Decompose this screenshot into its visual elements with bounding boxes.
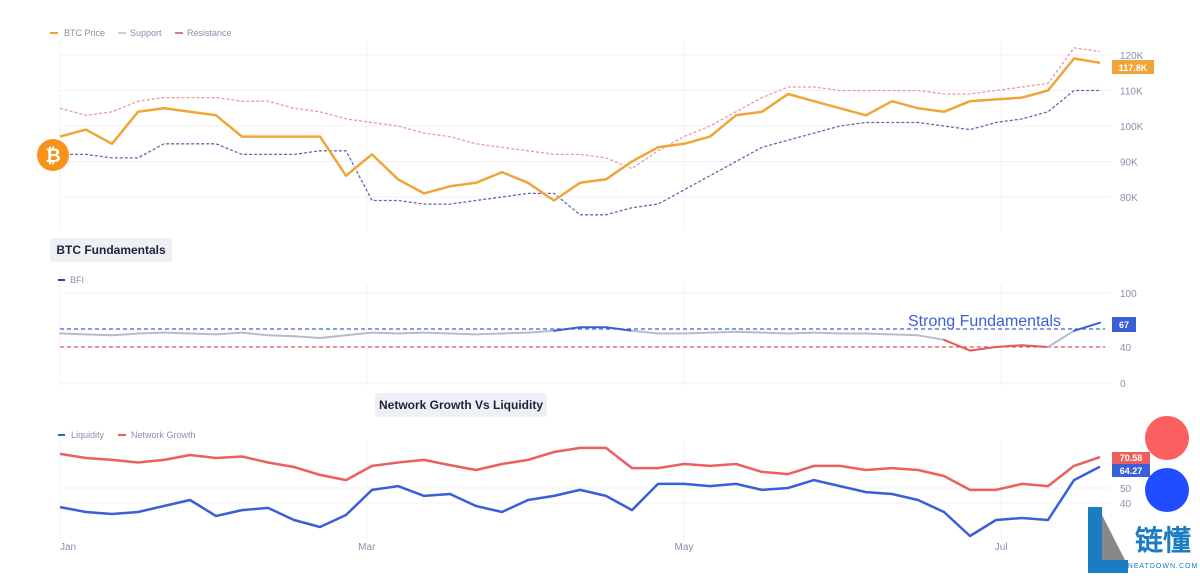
network-growth-last-tag: 70.58 bbox=[1112, 452, 1150, 464]
bfi-segment bbox=[865, 332, 893, 336]
network-growth-indicator-dot bbox=[1145, 416, 1189, 460]
price-last-tag: 117.8K bbox=[1112, 60, 1154, 74]
x-tick-label: Jan bbox=[60, 542, 76, 553]
bfi-segment bbox=[605, 326, 633, 332]
bfi-segment bbox=[969, 346, 997, 352]
bfi-segment bbox=[709, 330, 737, 334]
series-support bbox=[60, 89, 1100, 216]
bfi-segment bbox=[683, 331, 711, 335]
x-tick-label: Jul bbox=[995, 542, 1008, 553]
liquidity-last-value: 64.27 bbox=[1120, 466, 1143, 476]
legend-btc-price: BTC Price bbox=[64, 28, 105, 38]
bfi-segment bbox=[761, 331, 789, 335]
y-tick-label: 100K bbox=[1120, 122, 1144, 133]
bfi-segment bbox=[735, 330, 763, 334]
svg-text:₿: ₿ bbox=[45, 146, 60, 167]
bfi-segment bbox=[917, 334, 945, 341]
fundamentals-title: BTC Fundamentals bbox=[50, 238, 172, 262]
bfi-segment bbox=[371, 331, 399, 335]
y-tick-label: 40 bbox=[1120, 499, 1132, 510]
bfi-segment bbox=[995, 344, 1023, 348]
bfi-segment bbox=[1047, 329, 1075, 348]
legend-bfi: BFI bbox=[70, 275, 84, 285]
bfi-segment bbox=[163, 331, 191, 335]
strong-fundamentals-annotation: Strong Fundamentals bbox=[908, 313, 1061, 330]
bfi-segment bbox=[59, 332, 87, 336]
liquidity-indicator-dot bbox=[1145, 468, 1189, 512]
fundamentals-title-text: BTC Fundamentals bbox=[56, 243, 166, 257]
bfi-segment bbox=[267, 334, 295, 338]
bfi-legend: BFI bbox=[58, 275, 84, 285]
legend-resistance: Resistance bbox=[187, 28, 232, 38]
y-tick-label: 80K bbox=[1120, 193, 1138, 204]
legend-network-growth: Network Growth bbox=[131, 430, 196, 440]
y-tick-label: 110K bbox=[1120, 87, 1143, 98]
network-title: Network Growth Vs Liquidity bbox=[375, 393, 547, 417]
network-title-text: Network Growth Vs Liquidity bbox=[379, 398, 543, 412]
bfi-segment bbox=[111, 332, 139, 337]
legend-liquidity: Liquidity bbox=[71, 430, 105, 440]
price-last-value: 117.8K bbox=[1119, 63, 1148, 73]
price-legend: BTC Price Support Resistance bbox=[50, 28, 232, 38]
x-tick-label: Mar bbox=[358, 542, 376, 553]
y-tick-label: 120K bbox=[1120, 51, 1144, 62]
bfi-segment bbox=[631, 329, 659, 335]
bfi-segment bbox=[475, 332, 503, 336]
bfi-segment bbox=[397, 331, 425, 335]
bfi-segment bbox=[501, 331, 529, 335]
bfi-segment bbox=[189, 332, 217, 336]
bfi-segment bbox=[345, 331, 373, 337]
series-btc-price bbox=[59, 57, 1101, 202]
bfi-segment bbox=[423, 331, 451, 335]
x-tick-label: May bbox=[675, 542, 694, 553]
bfi-segment bbox=[553, 326, 581, 332]
legend-support: Support bbox=[130, 28, 162, 38]
network-growth-last-value: 70.58 bbox=[1120, 453, 1143, 463]
bfi-segment bbox=[1021, 344, 1049, 348]
y-tick-label: 90K bbox=[1120, 158, 1138, 169]
bfi-segment bbox=[813, 331, 841, 335]
bfi-segment bbox=[293, 335, 321, 339]
y-tick-label: 100 bbox=[1120, 289, 1137, 300]
series-network-growth bbox=[59, 446, 1101, 492]
bfi-segment bbox=[943, 338, 971, 352]
bfi-segment bbox=[215, 331, 243, 336]
series-liquidity bbox=[59, 465, 1101, 538]
y-tick-label: 50 bbox=[1120, 484, 1132, 495]
liquidity-last-tag: 64.27 bbox=[1112, 464, 1150, 477]
svg-text:NEATDOWN.COM: NEATDOWN.COM bbox=[1128, 563, 1199, 570]
bfi-segment bbox=[85, 333, 113, 337]
bfi-segment bbox=[527, 329, 555, 334]
svg-text:链懂: 链懂 bbox=[1135, 525, 1191, 556]
bfi-last-value: 67 bbox=[1119, 320, 1129, 330]
y-tick-label: 40 bbox=[1120, 343, 1132, 354]
bfi-segment bbox=[449, 332, 477, 336]
bfi-segment bbox=[241, 331, 269, 337]
bfi-segment bbox=[1073, 321, 1101, 332]
bfi-last-tag: 67 bbox=[1112, 317, 1136, 332]
neatdown-logo: 链懂 NEATDOWN.COM bbox=[1088, 507, 1199, 573]
bfi-segment bbox=[787, 331, 815, 335]
bitcoin-icon: ₿ bbox=[37, 139, 69, 171]
bfi-segment bbox=[137, 331, 165, 335]
series-resistance bbox=[59, 47, 1101, 170]
bfi-segment bbox=[319, 334, 347, 339]
y-tick-label: 0 bbox=[1120, 379, 1126, 390]
bfi-segment bbox=[891, 333, 919, 337]
network-legend: Liquidity Network Growth bbox=[58, 430, 196, 440]
